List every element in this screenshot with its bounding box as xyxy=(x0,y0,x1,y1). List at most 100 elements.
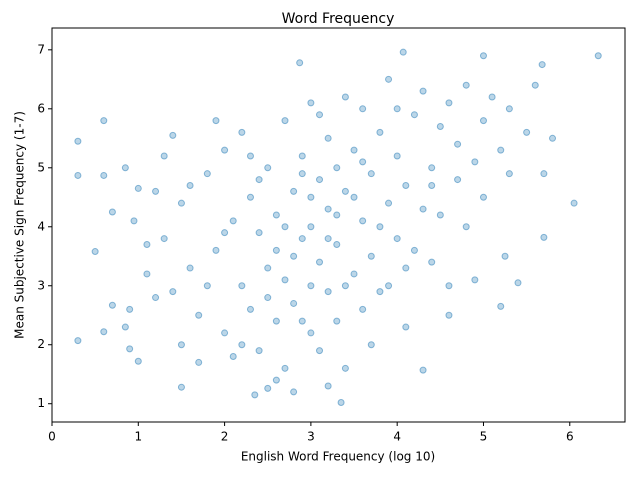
point xyxy=(272,211,280,219)
point xyxy=(246,305,254,313)
point xyxy=(462,81,470,89)
point xyxy=(410,111,418,119)
point xyxy=(126,305,134,313)
point xyxy=(428,258,436,266)
point xyxy=(126,345,134,353)
point xyxy=(436,123,444,130)
point xyxy=(264,164,272,172)
point xyxy=(143,240,151,248)
point xyxy=(399,48,407,56)
point xyxy=(238,282,246,290)
point xyxy=(255,347,263,355)
point xyxy=(290,252,298,260)
point xyxy=(307,329,315,337)
point xyxy=(505,105,513,113)
point xyxy=(221,329,229,337)
point xyxy=(298,152,306,160)
point xyxy=(74,137,82,145)
point xyxy=(316,258,324,266)
point xyxy=(177,199,185,207)
point xyxy=(549,134,557,142)
point xyxy=(316,176,324,184)
point xyxy=(538,61,546,69)
point xyxy=(281,223,289,231)
point xyxy=(333,240,341,248)
y-tick-label: 5 xyxy=(37,160,45,174)
y-tick-label: 1 xyxy=(37,396,45,410)
point xyxy=(298,170,306,178)
point xyxy=(419,205,427,213)
point xyxy=(540,233,548,241)
point xyxy=(333,317,341,325)
point xyxy=(130,217,138,225)
point xyxy=(393,105,401,113)
point xyxy=(359,217,367,225)
point xyxy=(402,323,410,331)
point xyxy=(540,170,548,178)
x-tick-label: 1 xyxy=(134,430,142,444)
point xyxy=(445,99,453,107)
point xyxy=(264,264,272,272)
point xyxy=(341,364,349,372)
point xyxy=(186,181,194,189)
y-tick-label: 6 xyxy=(37,101,45,115)
point xyxy=(264,294,272,302)
point xyxy=(367,252,375,260)
point xyxy=(203,282,211,290)
point xyxy=(402,264,410,272)
point xyxy=(488,93,496,101)
point xyxy=(410,246,418,254)
point xyxy=(100,328,108,336)
point xyxy=(229,217,237,225)
point xyxy=(134,357,142,365)
point xyxy=(255,176,263,184)
point xyxy=(350,193,358,201)
point xyxy=(359,158,367,166)
point xyxy=(212,246,220,254)
point xyxy=(108,301,116,309)
point xyxy=(177,341,185,349)
point xyxy=(152,294,160,302)
plot-frame xyxy=(51,27,626,423)
point xyxy=(324,205,332,213)
point xyxy=(169,131,177,139)
x-tick-label: 0 xyxy=(48,430,56,444)
point xyxy=(316,111,324,119)
point xyxy=(108,208,116,216)
point xyxy=(264,384,272,392)
point xyxy=(385,282,393,290)
point xyxy=(337,399,345,407)
point xyxy=(445,311,453,319)
point xyxy=(296,59,304,67)
point xyxy=(272,246,280,254)
point xyxy=(238,341,246,349)
point xyxy=(471,276,479,284)
point xyxy=(376,128,384,136)
point xyxy=(428,181,436,189)
point xyxy=(419,366,427,374)
point xyxy=(376,288,384,296)
point xyxy=(221,229,229,237)
point xyxy=(100,171,108,179)
points xyxy=(74,48,602,407)
point xyxy=(479,193,487,201)
point xyxy=(367,341,375,349)
point xyxy=(251,391,259,399)
point xyxy=(160,152,168,160)
point xyxy=(497,302,505,310)
y-tick-label: 7 xyxy=(37,42,45,56)
point xyxy=(195,358,203,366)
point xyxy=(121,164,129,172)
point xyxy=(290,388,298,396)
point xyxy=(238,128,246,136)
point xyxy=(121,323,129,331)
x-tick-label: 5 xyxy=(480,430,488,444)
x-tick-label: 4 xyxy=(393,430,401,444)
point xyxy=(393,152,401,160)
x-axis-label: English Word Frequency (log 10) xyxy=(241,450,435,464)
point xyxy=(462,223,470,231)
point xyxy=(350,146,358,154)
point xyxy=(169,288,177,296)
point xyxy=(359,105,367,113)
